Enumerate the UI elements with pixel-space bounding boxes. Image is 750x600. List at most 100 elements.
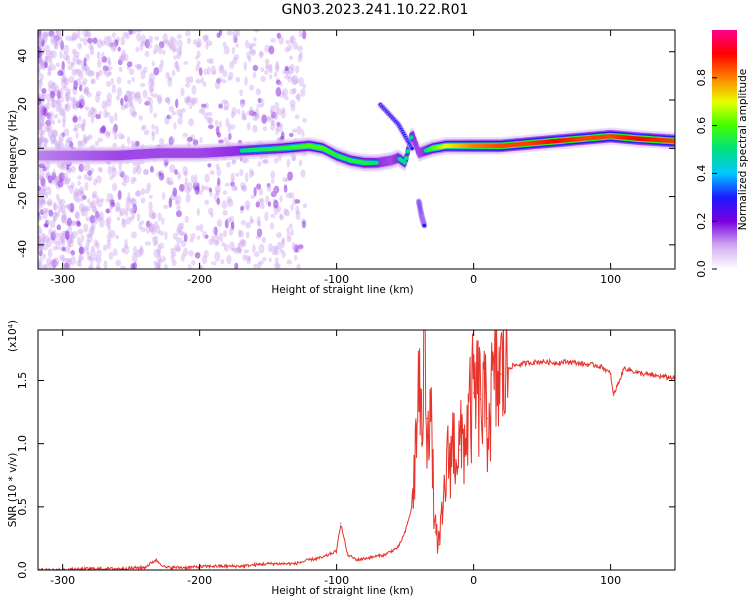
noise-speck	[48, 261, 52, 269]
noise-speck	[65, 54, 71, 64]
noise-speck	[158, 172, 165, 181]
noise-speck	[83, 88, 89, 94]
noise-speck	[298, 30, 303, 38]
noise-speck	[64, 91, 70, 102]
noise-speck	[38, 256, 43, 264]
noise-speck	[110, 77, 114, 85]
noise-speck	[249, 215, 253, 224]
noise-speck	[81, 63, 85, 72]
noise-speck	[109, 42, 115, 47]
noise-speck	[295, 205, 300, 215]
noise-speck	[40, 198, 44, 209]
noise-speck	[299, 50, 303, 59]
noise-speck	[129, 106, 136, 117]
snr-data-point	[346, 554, 349, 556]
noise-speck	[296, 45, 303, 51]
noise-speck	[240, 181, 246, 190]
noise-speck	[98, 218, 105, 228]
noise-speck	[53, 39, 58, 49]
noise-speck	[233, 247, 240, 255]
noise-speck	[214, 119, 219, 127]
noise-speck	[95, 195, 100, 204]
noise-speck	[167, 177, 173, 185]
noise-speck	[222, 69, 228, 78]
noise-speck	[232, 34, 238, 44]
noise-speck	[162, 49, 166, 56]
noise-speck	[277, 81, 283, 87]
noise-speck	[59, 87, 64, 97]
snr-data-point	[459, 449, 461, 451]
noise-speck	[38, 261, 42, 269]
noise-speck	[151, 131, 155, 142]
noise-speck	[89, 215, 96, 224]
noise-speck	[49, 219, 56, 229]
noise-speck	[136, 63, 142, 70]
noise-speck	[123, 244, 130, 255]
noise-speck	[211, 234, 215, 243]
y-tick-label: 20	[16, 97, 29, 111]
noise-speck	[295, 210, 301, 221]
noise-speck	[168, 105, 175, 112]
noise-speck	[280, 239, 285, 248]
noise-speck	[38, 115, 41, 124]
noise-speck	[73, 51, 80, 58]
noise-speck	[135, 46, 140, 53]
noise-speck	[236, 30, 241, 37]
noise-speck	[257, 97, 262, 104]
noise-speck	[101, 56, 108, 63]
snr-data-point	[420, 443, 423, 445]
noise-speck	[115, 259, 122, 267]
noise-speck	[42, 243, 49, 251]
snr-data-point	[486, 417, 488, 420]
noise-speck	[95, 93, 101, 103]
noise-speck	[273, 71, 278, 78]
noise-speck	[57, 70, 64, 77]
noise-speck	[57, 90, 62, 100]
noise-speck	[206, 111, 213, 117]
noise-speck	[93, 254, 98, 262]
noise-speck	[279, 213, 283, 221]
noise-speck	[90, 70, 95, 76]
noise-speck	[184, 30, 191, 37]
noise-speck	[116, 87, 123, 97]
noise-speck	[148, 209, 155, 219]
noise-speck	[50, 50, 57, 59]
noise-speck	[78, 246, 85, 255]
noise-speck	[152, 241, 158, 247]
noise-speck	[274, 157, 279, 164]
colorbar-gradient	[712, 30, 737, 269]
noise-speck	[83, 86, 89, 94]
noise-speck	[59, 254, 64, 261]
noise-speck	[290, 104, 296, 112]
noise-speck	[60, 234, 66, 243]
noise-speck	[38, 61, 43, 70]
noise-speck	[61, 132, 66, 138]
noise-speck	[105, 80, 112, 88]
noise-speck	[204, 173, 210, 183]
noise-speck	[83, 223, 89, 233]
noise-speck	[38, 124, 41, 130]
noise-speck	[77, 228, 84, 235]
noise-speck	[215, 163, 220, 170]
noise-speck	[139, 40, 146, 47]
noise-speck	[158, 137, 165, 145]
noise-speck	[39, 61, 43, 66]
noise-speck	[149, 72, 156, 83]
noise-speck	[252, 49, 256, 55]
noise-speck	[238, 229, 242, 238]
noise-speck	[58, 138, 62, 147]
noise-speck	[184, 96, 190, 104]
noise-speck	[176, 205, 181, 211]
noise-speck	[270, 38, 277, 43]
noise-speck	[204, 234, 209, 239]
x-tick-label: -200	[187, 574, 212, 587]
noise-speck	[251, 42, 257, 47]
noise-speck	[60, 95, 64, 104]
noise-speck	[157, 212, 162, 222]
noise-speck	[39, 263, 44, 269]
noise-speck	[38, 196, 45, 204]
noise-speck	[55, 36, 59, 47]
noise-speck	[40, 39, 45, 47]
noise-speck	[95, 113, 101, 120]
